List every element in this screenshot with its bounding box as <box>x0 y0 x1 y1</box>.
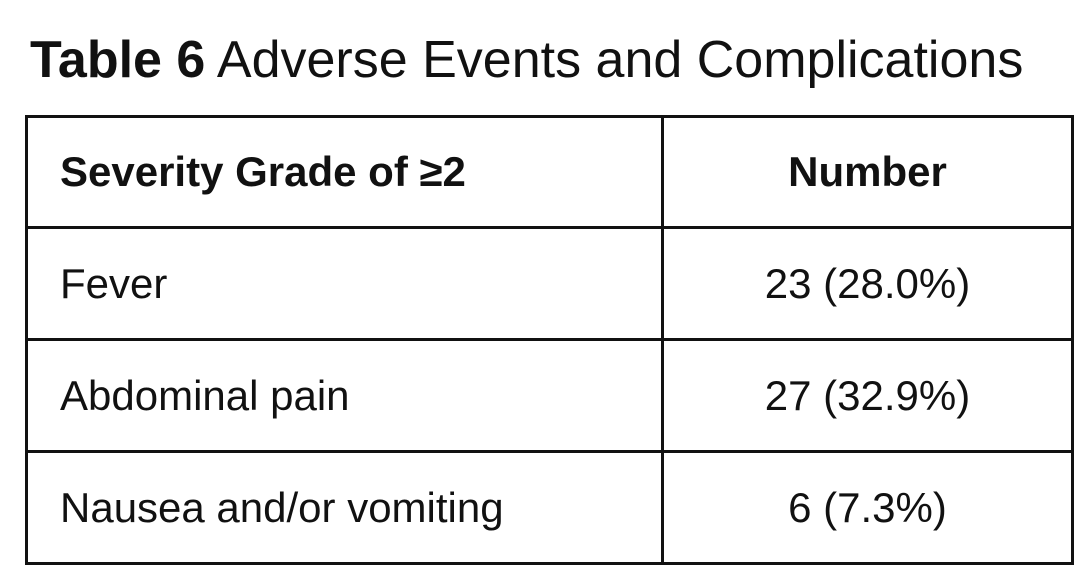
header-number: Number <box>661 115 1074 229</box>
header-severity-grade: Severity Grade of ≥2 <box>25 115 664 229</box>
event-cell: Nausea and/or vomiting <box>25 450 664 565</box>
table-row: Nausea and/or vomiting 6 (7.3%) <box>25 450 1074 565</box>
event-cell: Abdominal pain <box>25 338 664 453</box>
number-cell: 6 (7.3%) <box>661 450 1074 565</box>
table-header-row: Severity Grade of ≥2 Number <box>25 115 1074 229</box>
adverse-events-table: Severity Grade of ≥2 Number Fever 23 (28… <box>25 115 1074 565</box>
table-caption: Table 6 Adverse Events and Complications <box>30 28 1023 92</box>
table-title: Adverse Events and Complications <box>216 31 1024 89</box>
number-cell: 23 (28.0%) <box>661 226 1074 341</box>
number-cell: 27 (32.9%) <box>661 338 1074 453</box>
event-cell: Fever <box>25 226 664 341</box>
table-row: Fever 23 (28.0%) <box>25 226 1074 341</box>
table-row: Abdominal pain 27 (32.9%) <box>25 338 1074 453</box>
table-label: Table 6 <box>30 31 206 89</box>
